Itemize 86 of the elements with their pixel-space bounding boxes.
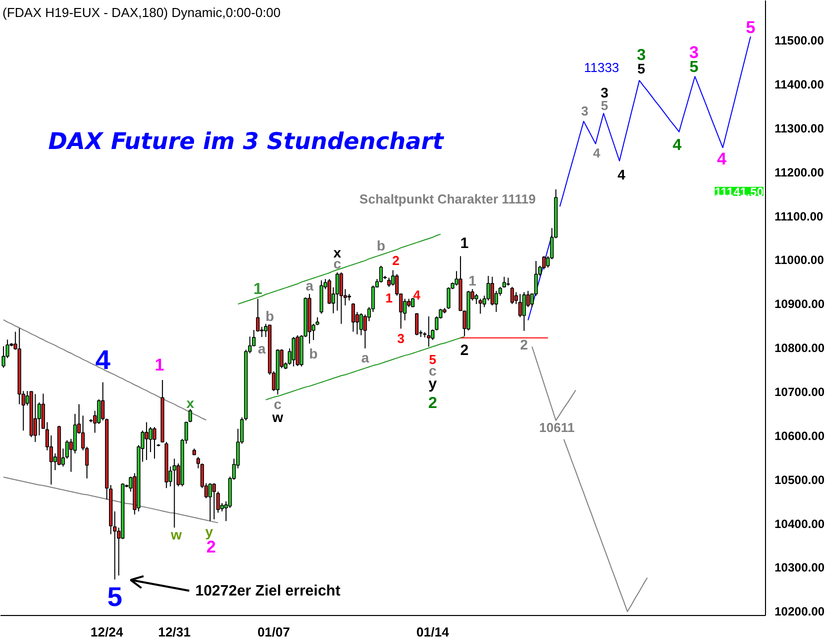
annotation: 2 <box>392 253 400 268</box>
candlestick <box>212 482 216 520</box>
y-tick-label: 11200.00 <box>774 165 824 180</box>
annotation: 4 <box>413 288 422 303</box>
annotation: 4 <box>717 150 728 169</box>
y-tick-label: 10800.00 <box>774 341 825 356</box>
annotation: a <box>258 340 266 357</box>
annotation: w <box>170 526 182 542</box>
y-tick-label: 11100.00 <box>774 209 824 224</box>
y-tick-label: 11300.00 <box>774 121 824 136</box>
annotation: 2 <box>460 342 469 360</box>
annotation: 4 <box>95 344 110 375</box>
annotation: 5 <box>746 18 756 38</box>
candlestick <box>446 286 450 310</box>
y-tick-label: 10500.00 <box>774 472 825 487</box>
candlestick <box>152 426 156 460</box>
annotation: 1 <box>154 355 164 374</box>
candlestick <box>478 298 482 314</box>
y-tick-label: 10600.00 <box>774 428 825 443</box>
x-tick-label: 01/07 <box>257 624 290 640</box>
annotation: 2 <box>520 336 528 353</box>
annotation: 5 <box>600 98 608 113</box>
annotation: a <box>361 349 370 366</box>
candlestick <box>339 272 344 324</box>
y-tick-label: 11400.00 <box>774 77 824 92</box>
annotation: y <box>205 523 214 540</box>
line-series <box>532 346 576 421</box>
candlestick <box>351 302 355 332</box>
annotation: 1 <box>385 290 393 306</box>
annotation: 3 <box>397 331 405 346</box>
candlestick <box>208 482 212 522</box>
y-tick-label: 11000.00 <box>774 253 824 268</box>
text: DAX Future im 3 Stundenchart <box>48 128 445 155</box>
line-series <box>237 234 442 305</box>
candlestick <box>188 408 192 423</box>
candlestick <box>474 293 478 305</box>
line-series <box>563 438 648 612</box>
candlestick <box>196 456 200 469</box>
annotation: b <box>376 238 386 254</box>
annotation: 10272er Ziel erreicht <box>195 582 340 600</box>
candlestick <box>328 278 332 305</box>
candlestick <box>510 286 514 305</box>
annotation: b <box>265 308 274 324</box>
y-tick-label: 10200.00 <box>774 604 825 619</box>
annotation: x <box>186 394 194 411</box>
annotation: 4 <box>672 136 682 154</box>
x-tick-label: 01/14 <box>416 624 450 640</box>
candlestick <box>522 292 526 332</box>
line-series <box>2 476 219 524</box>
y-tick-label: 11500.00 <box>774 34 824 48</box>
y-tick-label: 10400.00 <box>774 516 825 531</box>
annotation: 10611 <box>539 420 575 436</box>
annotation: (FDAX H19-EUX - DAX,180) Dynamic,0:00-0:00 <box>2 4 281 20</box>
candlestick <box>33 394 38 442</box>
annotation: x <box>333 244 342 261</box>
candlestick <box>172 458 176 528</box>
annotation: 1 <box>253 281 262 298</box>
y-tick-label: 10700.00 <box>774 384 825 399</box>
annotation: Schaltpunkt Charakter 11119 <box>359 192 536 207</box>
candlestick <box>490 276 494 306</box>
annotation: a <box>306 277 314 294</box>
y-tick-label: 10900.00 <box>774 297 825 312</box>
candlestick <box>336 272 340 312</box>
x-tick-label: 12/31 <box>158 624 191 640</box>
candlestick <box>144 422 148 460</box>
annotation: 11141.50 <box>714 184 764 199</box>
annotation: 1 <box>468 272 477 288</box>
candlestick <box>292 336 296 367</box>
annotation: y <box>428 376 438 393</box>
x-tick-label: 12/24 <box>90 624 124 640</box>
annotation: 5 <box>107 582 122 612</box>
annotation: 4 <box>618 166 626 183</box>
candlestick <box>379 265 383 284</box>
candlestick <box>518 293 522 318</box>
line-series <box>2 319 207 421</box>
annotation: 1 <box>460 235 469 252</box>
annotation: 5 <box>429 352 436 367</box>
annotation: 3 <box>600 84 609 100</box>
annotation: 2 <box>428 394 438 412</box>
candlestick <box>426 316 430 348</box>
y-tick-label: 10300.00 <box>774 560 825 575</box>
annotation: 11333 <box>584 60 620 76</box>
annotation: b <box>309 345 318 362</box>
annotation: 3 <box>581 104 588 119</box>
candlestick <box>502 276 506 288</box>
annotation: 4 <box>592 145 601 160</box>
